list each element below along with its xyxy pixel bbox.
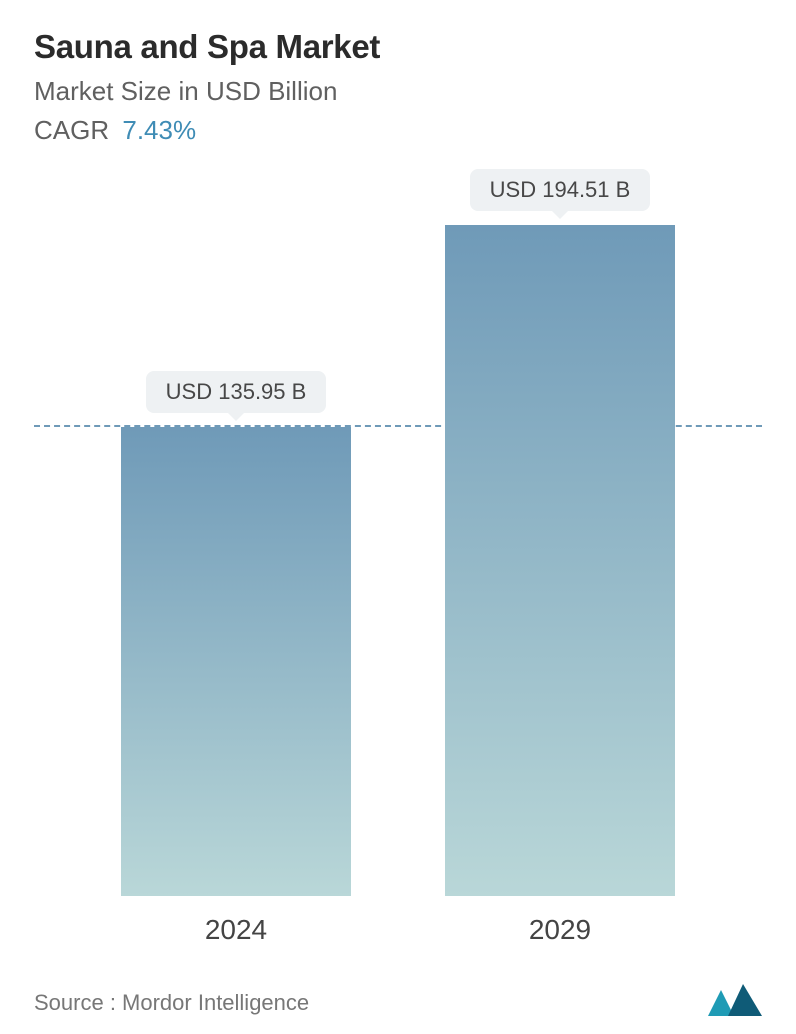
cagr-row: CAGR 7.43% [34, 115, 762, 146]
chart-area: USD 135.95 BUSD 194.51 B 2024 2029 [34, 206, 762, 946]
bar-group: USD 194.51 B [430, 169, 690, 896]
cagr-value: 7.43% [122, 115, 196, 145]
x-axis-label: 2029 [430, 914, 690, 946]
bar [121, 427, 351, 896]
value-badge: USD 194.51 B [470, 169, 651, 211]
plot-region: USD 135.95 BUSD 194.51 B [34, 206, 762, 896]
chart-container: Sauna and Spa Market Market Size in USD … [0, 0, 796, 1034]
value-badge: USD 135.95 B [146, 371, 327, 413]
source-text: Source : Mordor Intelligence [34, 990, 309, 1016]
bar-group: USD 135.95 B [106, 371, 366, 896]
chart-subtitle: Market Size in USD Billion [34, 76, 762, 107]
chart-title: Sauna and Spa Market [34, 28, 762, 66]
x-axis-labels: 2024 2029 [34, 914, 762, 946]
bars-group: USD 135.95 BUSD 194.51 B [34, 206, 762, 896]
bar [445, 225, 675, 896]
footer: Source : Mordor Intelligence [34, 980, 762, 1016]
mordor-logo-icon [708, 980, 762, 1016]
cagr-label: CAGR [34, 115, 109, 145]
x-axis-label: 2024 [106, 914, 366, 946]
